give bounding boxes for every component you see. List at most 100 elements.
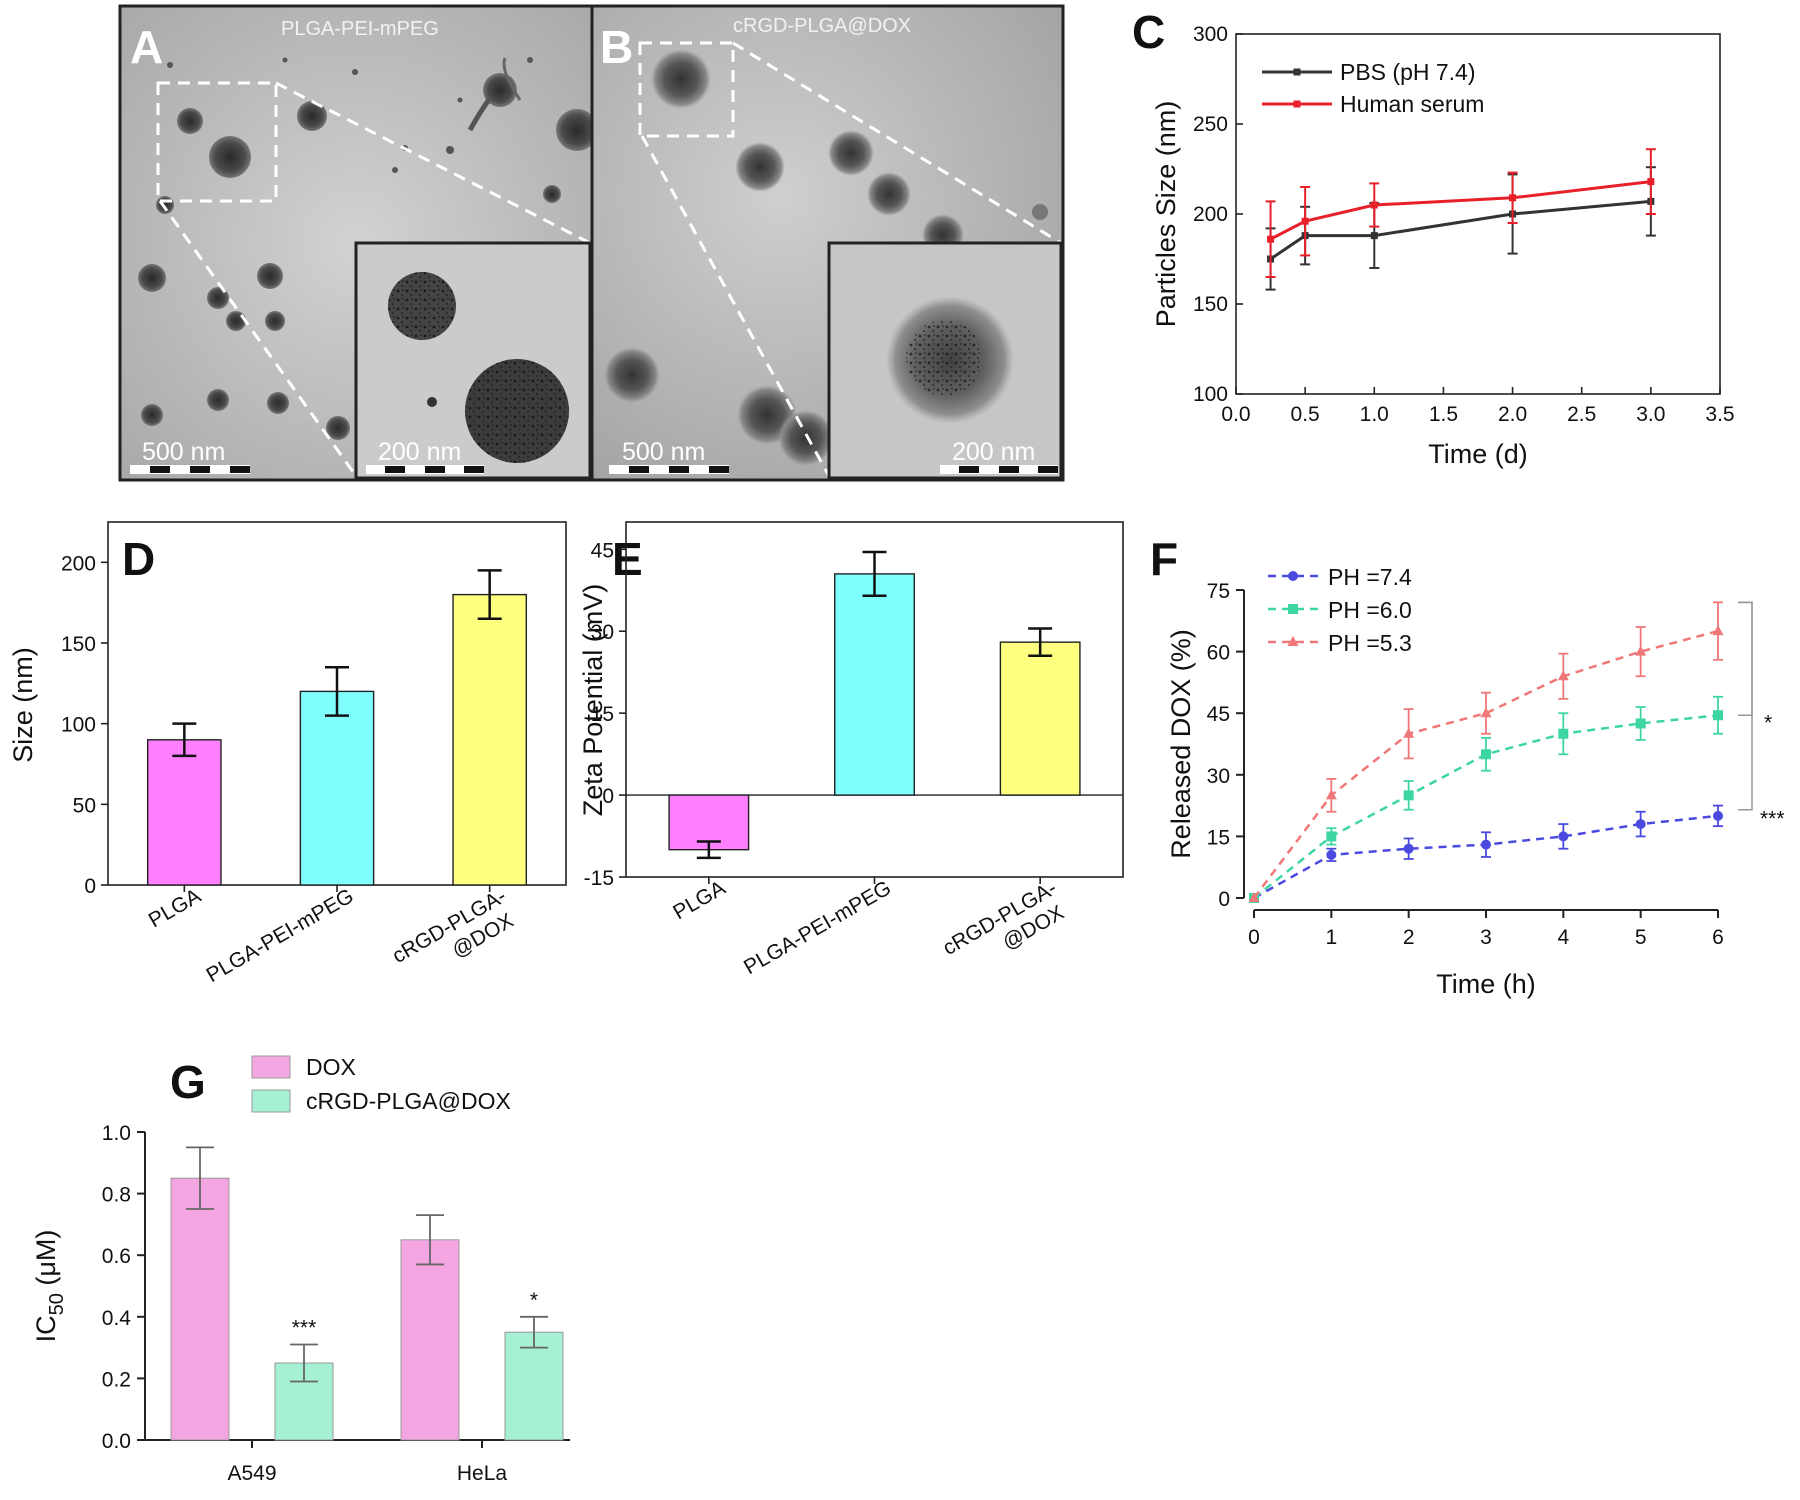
y-tick-label: 0.0 bbox=[102, 1430, 131, 1453]
significance-label: *** bbox=[1760, 808, 1785, 831]
tem-title-b: cRGD-PLGA@DOX bbox=[733, 15, 911, 37]
bar bbox=[299, 690, 375, 886]
zoom-line-b-bottom bbox=[640, 135, 831, 477]
y-axis-label-sub: 50 bbox=[46, 1293, 68, 1315]
x-tick-label: 0.5 bbox=[1291, 403, 1320, 426]
panel-letter-a: A bbox=[130, 21, 163, 73]
data-point bbox=[1647, 178, 1655, 186]
x-tick-label: cRGD-PLGA-@DOX bbox=[389, 884, 523, 989]
bar bbox=[452, 593, 528, 886]
bar bbox=[999, 641, 1081, 796]
series-line bbox=[1269, 199, 1651, 261]
panel-a: A PLGA-PEI-mPEG 500 nm 200 nm bbox=[118, 4, 598, 482]
y-tick-label: 0 bbox=[602, 785, 614, 808]
panel-letter-b: B bbox=[600, 21, 633, 73]
y-tick-label: 30 bbox=[1207, 765, 1230, 788]
y-tick-label: 60 bbox=[1207, 642, 1230, 665]
legend-marker bbox=[1287, 636, 1299, 646]
tem-title-a: PLGA-PEI-mPEG bbox=[281, 18, 439, 40]
x-tick-label: 5 bbox=[1635, 926, 1647, 949]
x-tick-label-line: PLGA bbox=[669, 876, 729, 924]
scale-label-b-inset: 200 nm bbox=[952, 438, 1035, 466]
x-tick-label: 1 bbox=[1325, 926, 1337, 949]
x-tick-label: A549 bbox=[227, 1462, 276, 1485]
legend-swatch bbox=[251, 1055, 291, 1079]
series-line bbox=[1269, 180, 1652, 241]
y-tick-label: 45 bbox=[591, 539, 614, 562]
legend-swatch bbox=[251, 1089, 291, 1113]
chart-c-particle-size: 100 150 200 250 300 0.0 0.5 1.0 1.5 2.0 2.5 3.0 3.5 T… bbox=[1151, 23, 1735, 469]
data-point bbox=[1558, 728, 1569, 739]
data-point bbox=[1635, 645, 1647, 656]
data-point bbox=[1403, 843, 1414, 854]
legend-label: PH =6.0 bbox=[1328, 597, 1412, 623]
legend-marker bbox=[1288, 604, 1298, 614]
x-tick-label: 4 bbox=[1557, 926, 1569, 949]
y-tick-label: 150 bbox=[1193, 293, 1228, 316]
y-tick-label: 0.6 bbox=[102, 1245, 131, 1268]
panel-letter-e: E bbox=[612, 533, 643, 585]
y-tick-label: 0 bbox=[1218, 888, 1230, 911]
y-tick-label: 75 bbox=[1207, 580, 1230, 603]
chart-g-ic50-bars: 0.0 0.2 0.4 0.6 0.8 1.0 IC50 (μM) *** A549 * HeLa D… bbox=[31, 1054, 570, 1485]
legend-label: DOX bbox=[306, 1054, 356, 1080]
zoom-line-b-top bbox=[732, 41, 1062, 245]
bar bbox=[400, 1239, 460, 1441]
panel-letter-f: F bbox=[1150, 533, 1178, 585]
y-tick-label: 250 bbox=[1193, 113, 1228, 136]
y-tick-label: 15 bbox=[1207, 826, 1230, 849]
data-point bbox=[1370, 232, 1378, 240]
x-tick-label: 6 bbox=[1712, 926, 1724, 949]
scale-label-a-inset: 200 nm bbox=[378, 438, 461, 466]
significance-label: * bbox=[1764, 711, 1772, 734]
data-point bbox=[1326, 849, 1337, 860]
x-tick-label: PLGA-PEI-mPEG bbox=[202, 884, 357, 987]
x-tick-label: 2.0 bbox=[1498, 403, 1527, 426]
y-tick-label: 200 bbox=[61, 552, 96, 575]
significance-label: * bbox=[530, 1289, 538, 1312]
data-point bbox=[1558, 831, 1569, 842]
y-axis-label-unit: (μM) bbox=[31, 1230, 61, 1294]
significance-bracket bbox=[1738, 601, 1753, 811]
y-axis-label: Released DOX (%) bbox=[1166, 629, 1196, 859]
zoom-box-b bbox=[638, 41, 735, 138]
scale-bar-a-main bbox=[130, 465, 250, 474]
panel-letter-c: C bbox=[1132, 6, 1165, 58]
bar bbox=[146, 739, 222, 886]
scale-label-b-main: 500 nm bbox=[622, 438, 705, 466]
panel-letter-d: D bbox=[122, 533, 155, 585]
scale-bar-a-inset bbox=[366, 465, 484, 474]
data-point bbox=[1325, 789, 1337, 800]
x-tick-label: 0.0 bbox=[1221, 403, 1250, 426]
data-point bbox=[1248, 892, 1260, 902]
bar bbox=[170, 1177, 230, 1441]
legend-label: PBS (pH 7.4) bbox=[1340, 59, 1476, 85]
x-axis-label: Time (d) bbox=[1428, 439, 1528, 469]
data-point bbox=[1403, 790, 1414, 801]
data-point bbox=[1713, 710, 1723, 721]
x-tick-label: 3.5 bbox=[1705, 403, 1734, 426]
data-point bbox=[1635, 718, 1646, 729]
data-point bbox=[1635, 819, 1646, 830]
y-axis-label: Particles Size (nm) bbox=[1151, 101, 1181, 328]
significance-bracket bbox=[1738, 601, 1753, 717]
data-point bbox=[1403, 727, 1415, 738]
bar bbox=[834, 573, 915, 796]
data-point bbox=[1557, 670, 1569, 681]
zoom-line-a-bottom bbox=[158, 200, 358, 477]
data-point bbox=[1509, 194, 1517, 202]
y-tick-label: 15 bbox=[591, 703, 614, 726]
x-axis-label: Time (h) bbox=[1436, 969, 1536, 999]
scale-bar-b-main bbox=[609, 465, 729, 474]
y-tick-label: 0.8 bbox=[102, 1184, 131, 1207]
y-tick-label: 300 bbox=[1193, 23, 1228, 46]
y-axis-label: Size (nm) bbox=[8, 647, 38, 763]
y-tick-label: 200 bbox=[1193, 203, 1228, 226]
y-tick-label: -15 bbox=[584, 867, 614, 890]
y-tick-label: 100 bbox=[61, 714, 96, 737]
x-tick-label-line: PLGA-PEI-mPEG bbox=[740, 876, 895, 979]
y-tick-label: 100 bbox=[1193, 383, 1228, 406]
y-tick-label: 150 bbox=[61, 633, 96, 656]
significance-label: *** bbox=[292, 1317, 317, 1340]
